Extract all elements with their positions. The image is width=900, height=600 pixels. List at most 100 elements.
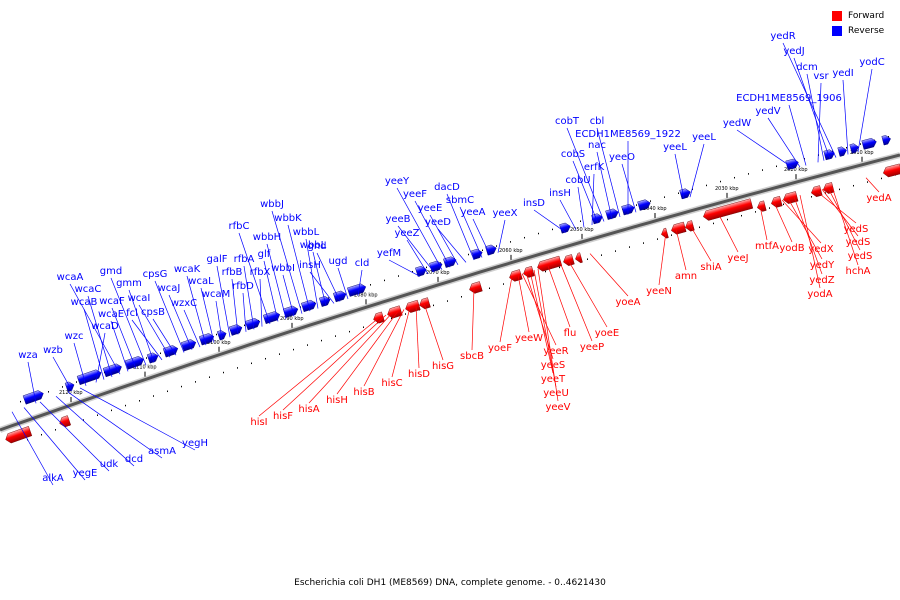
gene-label-yeex: yeeX bbox=[492, 208, 517, 219]
label-leader bbox=[767, 117, 801, 168]
label-leader bbox=[821, 189, 859, 237]
track-dot bbox=[279, 353, 280, 355]
reverse-gene bbox=[679, 188, 691, 200]
track-dot bbox=[776, 165, 777, 168]
forward-gene bbox=[537, 255, 563, 272]
label-leader bbox=[806, 73, 825, 161]
label-leader bbox=[497, 219, 506, 253]
track-dot bbox=[76, 381, 77, 383]
forward-gene bbox=[783, 191, 799, 204]
track-dot bbox=[426, 266, 427, 269]
track-dot bbox=[20, 400, 21, 403]
reverse-gene bbox=[861, 138, 877, 150]
label-leader bbox=[396, 187, 443, 270]
label-leader bbox=[759, 205, 768, 241]
label-leader bbox=[79, 387, 196, 451]
label-leader bbox=[23, 407, 86, 481]
track-dot bbox=[587, 258, 588, 260]
gene-body bbox=[757, 200, 767, 212]
track-dot bbox=[678, 192, 679, 194]
gene-body bbox=[882, 163, 900, 178]
gene-label-ecdh1me8569-1906: ECDH1ME8569_1906 bbox=[736, 93, 842, 104]
forward-gene bbox=[469, 281, 483, 294]
label-leader bbox=[138, 304, 171, 358]
gene-label-gmd: gmd bbox=[100, 266, 122, 277]
gene-label-nac: nac bbox=[588, 140, 606, 151]
track-dot bbox=[839, 188, 840, 191]
track-dot bbox=[391, 317, 392, 320]
scale-tick-label: 2090 kbp bbox=[280, 316, 304, 322]
gene-label-insh: insH bbox=[549, 188, 571, 199]
reverse-gene bbox=[216, 330, 227, 341]
reverse-gene bbox=[849, 143, 859, 154]
track-dot bbox=[860, 143, 861, 145]
gene-label-hisg: hisG bbox=[432, 361, 454, 372]
label-leader bbox=[533, 269, 557, 388]
track-dot bbox=[846, 146, 847, 149]
reverse-gene bbox=[485, 244, 497, 256]
label-leader bbox=[231, 278, 239, 335]
forward-gene bbox=[5, 426, 33, 444]
gene-label-wzb: wzb bbox=[43, 345, 63, 356]
gene-body bbox=[849, 143, 859, 154]
label-leader bbox=[719, 216, 739, 253]
scale-tick-label: 2110 kbp bbox=[133, 365, 157, 371]
track-dot bbox=[804, 158, 805, 160]
label-leader bbox=[788, 104, 807, 166]
gene-body bbox=[823, 182, 835, 194]
gene-label-yege: yegE bbox=[73, 468, 98, 479]
scale-tick-label: 2020 kbp bbox=[784, 167, 808, 173]
track-dot bbox=[559, 266, 560, 269]
reverse-label: Reverse bbox=[848, 25, 885, 36]
gene-label-udk: udk bbox=[100, 459, 119, 470]
gene-body bbox=[771, 195, 783, 208]
gene-body bbox=[563, 254, 575, 266]
gene-label-dcm: dcm bbox=[796, 62, 818, 73]
label-leader bbox=[266, 243, 287, 319]
gene-label-yedz: yedZ bbox=[809, 275, 834, 286]
track-dot bbox=[692, 188, 693, 191]
gene-label-yefm: yefM bbox=[377, 248, 401, 259]
label-leader bbox=[865, 177, 880, 193]
scale-tick-label: 2070 kbp bbox=[426, 270, 450, 276]
scale-tick-label: 2080 kbp bbox=[354, 292, 378, 298]
reverse-gene bbox=[300, 299, 317, 313]
track-dot bbox=[580, 220, 581, 222]
gene-label-yeeb: yeeB bbox=[385, 214, 410, 225]
gene-label-yedy: yedY bbox=[810, 260, 835, 271]
gene-label-fcl: fcl bbox=[126, 308, 138, 319]
track-dot bbox=[524, 236, 525, 239]
gene-label-cobt: cobT bbox=[555, 116, 580, 127]
gene-label-amn: amn bbox=[675, 271, 697, 282]
gene-label-wcai: wcaI bbox=[128, 293, 151, 304]
track-dot bbox=[62, 386, 63, 388]
track-dot bbox=[713, 222, 714, 225]
reverse-gene bbox=[262, 311, 281, 325]
gene-label-ugd: ugd bbox=[328, 256, 347, 267]
reverse-gene bbox=[621, 203, 635, 216]
gene-label-yeew: yeeW bbox=[515, 333, 543, 344]
gene-label-insh: insH bbox=[299, 260, 321, 271]
track-dot bbox=[538, 232, 539, 235]
track-dot bbox=[601, 254, 602, 256]
forward-gene bbox=[419, 297, 431, 310]
reverse-gene bbox=[244, 318, 261, 331]
label-leader bbox=[168, 294, 193, 350]
track-dot bbox=[335, 335, 336, 337]
label-leader bbox=[793, 196, 823, 275]
gene-label-wbbl: wbbL bbox=[293, 227, 320, 238]
gene-body bbox=[22, 390, 44, 405]
label-leader bbox=[73, 342, 87, 386]
track-dot bbox=[636, 204, 637, 206]
label-leader bbox=[787, 198, 823, 260]
label-leaders bbox=[11, 42, 880, 486]
track-dot bbox=[216, 333, 217, 336]
label-leader bbox=[308, 312, 393, 404]
reverse-gene bbox=[443, 256, 457, 268]
label-leader bbox=[183, 309, 201, 348]
label-leader bbox=[238, 232, 271, 325]
label-leader bbox=[567, 259, 608, 328]
label-leader bbox=[95, 332, 106, 383]
forward-gene bbox=[823, 182, 835, 194]
track-dot bbox=[811, 196, 812, 198]
